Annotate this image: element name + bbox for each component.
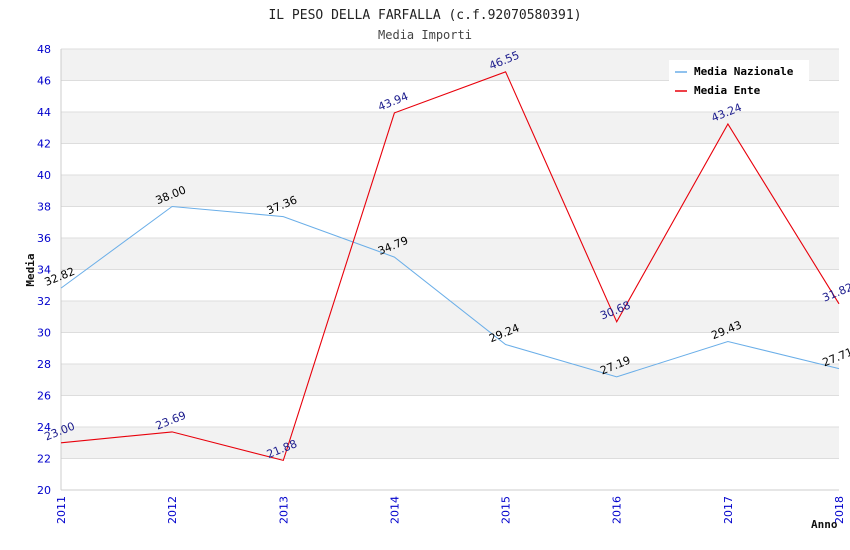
y-tick-label: 26: [37, 390, 51, 403]
y-tick-label: 32: [37, 295, 51, 308]
chart-subtitle: Media Importi: [378, 28, 472, 42]
data-label-media-ente: 43.94: [376, 90, 410, 114]
grid-band: [61, 112, 839, 144]
y-tick-label: 28: [37, 358, 51, 371]
y-tick-label: 20: [37, 484, 51, 497]
y-tick-label: 44: [37, 106, 51, 119]
x-tick-label: 2016: [611, 496, 624, 524]
legend-label-media-ente: Media Ente: [694, 84, 761, 97]
legend-box: [669, 60, 809, 102]
y-tick-label: 22: [37, 453, 51, 466]
x-tick-label: 2013: [277, 496, 290, 524]
y-axis-label: Media: [24, 253, 37, 286]
x-tick-label: 2018: [833, 496, 846, 524]
legend: Media Nazionale Media Ente: [669, 60, 809, 102]
x-tick-label: 2017: [722, 496, 735, 524]
y-tick-label: 34: [37, 264, 51, 277]
chart-title: IL PESO DELLA FARFALLA (c.f.92070580391): [268, 8, 581, 23]
series-line-media-ente: [60, 71, 840, 462]
grid-band: [61, 175, 839, 207]
y-tick-label: 42: [37, 138, 51, 151]
grid-band: [61, 364, 839, 396]
series-line-media-nazionale: [60, 205, 840, 378]
axes: [60, 49, 839, 491]
y-tick-label: 30: [37, 327, 51, 340]
x-tick-label: 2011: [55, 496, 68, 524]
x-tick-label: 2014: [388, 496, 401, 524]
grid-band: [61, 238, 839, 270]
x-tick-label: 2012: [166, 496, 179, 524]
y-tick-label: 46: [37, 75, 51, 88]
y-tick-label: 38: [37, 201, 51, 214]
grid-band: [61, 427, 839, 459]
y-tick-label: 24: [37, 421, 51, 434]
y-tick-label: 36: [37, 232, 51, 245]
x-axis-ticks: 2011 2012 2013 2014 2015 2016 2017 2018: [55, 496, 846, 524]
grid-bands: [61, 49, 839, 459]
x-axis-label: Anno: [811, 518, 838, 531]
y-tick-label: 48: [37, 43, 51, 56]
y-tick-label: 40: [37, 169, 51, 182]
y-axis-ticks: 20 22 24 26 28 30 32 34 36 38 40 42 44 46 48: [37, 43, 51, 497]
x-tick-label: 2015: [500, 496, 513, 524]
series-layer: [60, 71, 840, 462]
legend-label-media-nazionale: Media Nazionale: [694, 65, 794, 78]
grid-band: [61, 301, 839, 333]
